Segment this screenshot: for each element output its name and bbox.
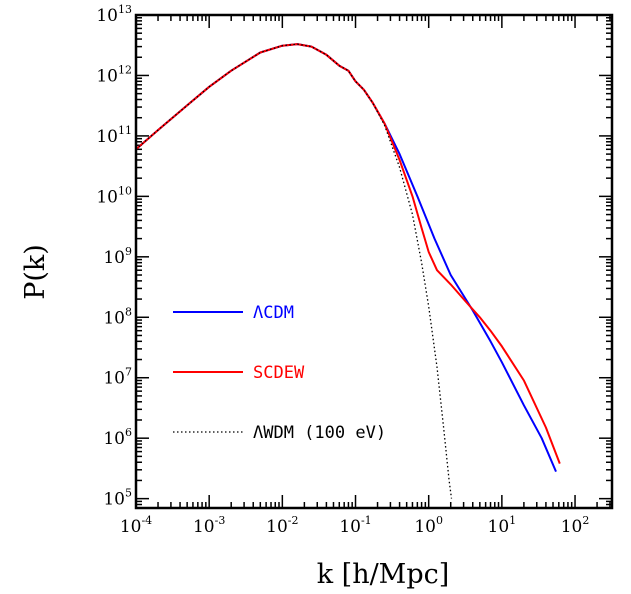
axis-tick-labels: 10-4 10-3 10-2 10-1 100 101 102 105 106 107 108 109… [96,3,589,537]
y-tick-label: 1012 [96,63,132,86]
series-line-2 [135,43,453,499]
series-line-1 [135,43,561,464]
x-tick-label: 10-3 [193,514,225,537]
x-tick-label: 10-1 [339,514,371,537]
y-tick-label: 105 [103,487,132,510]
x-tick-label: 101 [488,514,517,537]
x-tick-label: 100 [414,514,443,537]
y-tick-label: 1011 [96,124,132,147]
series-group [135,43,561,499]
x-axis-title: k [h/Mpc] [317,559,450,590]
plot-frame [134,13,614,510]
x-tick-label: 102 [561,514,590,537]
legend-label-0: ΛCDM [253,303,294,323]
y-tick-label: 1013 [96,3,132,26]
x-tick-label: 10-2 [266,514,298,537]
x-tick-label: 10-4 [120,514,152,537]
legend-label-1: SCDEW [253,363,305,383]
legend: ΛCDM SCDEW ΛWDM (100 eV) [173,303,386,443]
y-tick-label: 106 [103,426,132,449]
series-line-0 [135,43,557,472]
y-tick-label: 1010 [96,184,132,207]
y-tick-label: 109 [103,245,132,268]
y-tick-label: 108 [103,305,132,328]
y-tick-label: 107 [103,366,132,389]
y-axis-title: P(k) [20,244,51,300]
legend-label-2: ΛWDM (100 eV) [253,423,386,443]
